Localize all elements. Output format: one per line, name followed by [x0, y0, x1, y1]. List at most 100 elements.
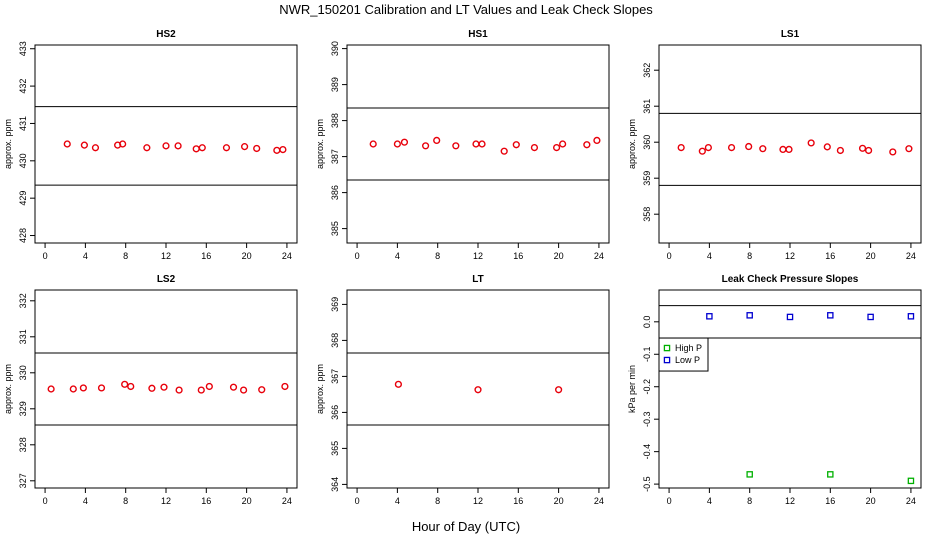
x-tick-label: 8 — [747, 496, 752, 506]
data-point — [119, 140, 127, 148]
x-tick-label: 12 — [785, 251, 795, 261]
data-point — [706, 313, 713, 320]
legend-marker — [663, 356, 671, 364]
data-point — [400, 138, 409, 146]
data-point — [478, 140, 486, 148]
y-tick-label: 327 — [18, 473, 28, 488]
x-tick-label: 8 — [435, 251, 440, 261]
y-tick-label: 386 — [330, 185, 340, 200]
data-point — [121, 380, 129, 388]
x-tick-label: 8 — [747, 251, 752, 261]
y-tick-label: 358 — [642, 207, 652, 222]
x-tick-label: 16 — [201, 496, 211, 506]
panel-title: HS2 — [156, 29, 176, 40]
data-point — [393, 140, 401, 148]
panels-group: HS2 0 4 8 12 16 20 24 428 429 430 431 432 433 approx. … — [3, 29, 922, 506]
data-point — [827, 471, 834, 478]
y-tick-label: 365 — [330, 441, 340, 456]
data-point — [907, 313, 915, 320]
data-point — [807, 139, 815, 147]
y-tick-label: 361 — [642, 99, 652, 114]
x-tick-label: 4 — [83, 496, 88, 506]
data-point — [555, 386, 563, 394]
legend-box — [658, 337, 709, 372]
x-tick-label: 20 — [554, 496, 564, 506]
data-point — [746, 312, 753, 319]
data-point — [394, 380, 402, 388]
data-point — [143, 144, 151, 152]
y-tick-label: 390 — [330, 41, 340, 56]
data-point — [727, 144, 736, 152]
data-point — [583, 141, 591, 149]
data-point — [530, 144, 539, 152]
y-tick-label: 367 — [330, 369, 340, 384]
y-tick-label: 369 — [330, 297, 340, 312]
data-point — [192, 145, 200, 153]
data-point — [786, 313, 794, 321]
x-tick-label: 24 — [594, 251, 604, 261]
y-tick-label: -0.5 — [642, 476, 652, 492]
x-tick-label: 16 — [513, 251, 523, 261]
x-tick-label: 8 — [123, 251, 128, 261]
x-tick-label: 4 — [707, 251, 712, 261]
data-point — [745, 142, 753, 151]
x-tick-label: 0 — [43, 496, 48, 506]
legend-label: High P — [675, 343, 702, 353]
x-tick-label: 20 — [242, 251, 252, 261]
data-point — [836, 146, 844, 155]
x-tick-label: 24 — [906, 496, 916, 506]
x-tick-label: 16 — [825, 251, 835, 261]
panel-title: LS2 — [157, 274, 176, 285]
legend: High P Low P — [658, 337, 709, 372]
figure-title: NWR_150201 Calibration and LT Values and… — [279, 2, 653, 17]
x-tick-label: 16 — [513, 496, 523, 506]
y-tick-label: -0.3 — [642, 411, 652, 427]
data-point — [858, 144, 867, 152]
y-tick-label: 428 — [18, 228, 28, 243]
data-point — [205, 382, 213, 391]
y-tick-label: 0.0 — [642, 316, 652, 329]
x-tick-label: 12 — [473, 251, 483, 261]
data-point — [698, 147, 706, 155]
data-point — [198, 144, 206, 152]
y-tick-label: 430 — [18, 153, 28, 168]
data-point — [905, 145, 913, 153]
data-point — [512, 141, 520, 149]
x-tick-label: 24 — [594, 496, 604, 506]
x-tick-label: 0 — [355, 251, 360, 261]
panel-title: HS1 — [468, 29, 488, 40]
y-tick-label: -0.2 — [642, 379, 652, 395]
y-tick-label: -0.4 — [642, 444, 652, 460]
x-tick-label: 16 — [201, 251, 211, 261]
plot-frame — [346, 289, 610, 489]
x-tick-label: 24 — [282, 496, 292, 506]
data-point — [273, 146, 281, 154]
panel-3: LS1 0 4 8 12 16 20 24 358 359 360 361 362 approx. ppm — [627, 29, 922, 261]
data-point — [867, 313, 874, 321]
y-tick-label: 332 — [18, 293, 28, 308]
y-tick-label: 360 — [642, 135, 652, 150]
data-point — [452, 142, 460, 150]
data-point — [677, 144, 685, 152]
data-point — [258, 386, 266, 394]
x-tick-label: 4 — [395, 496, 400, 506]
data-point — [253, 144, 261, 153]
data-point — [746, 471, 753, 478]
data-point — [229, 383, 238, 391]
data-point — [422, 142, 430, 150]
data-point — [222, 144, 231, 152]
y-axis-label: approx. ppm — [3, 364, 13, 414]
data-point — [559, 140, 567, 148]
x-tick-label: 12 — [473, 496, 483, 506]
y-tick-label: 329 — [18, 401, 28, 416]
y-tick-label: 431 — [18, 116, 28, 131]
legend-marker — [663, 344, 671, 352]
data-point — [174, 142, 182, 150]
y-axis-label: kPa per min — [627, 365, 637, 413]
data-point — [97, 384, 106, 392]
x-tick-label: 16 — [825, 496, 835, 506]
data-point — [704, 144, 712, 152]
x-tick-label: 8 — [435, 496, 440, 506]
legend-label: Low P — [675, 355, 700, 365]
